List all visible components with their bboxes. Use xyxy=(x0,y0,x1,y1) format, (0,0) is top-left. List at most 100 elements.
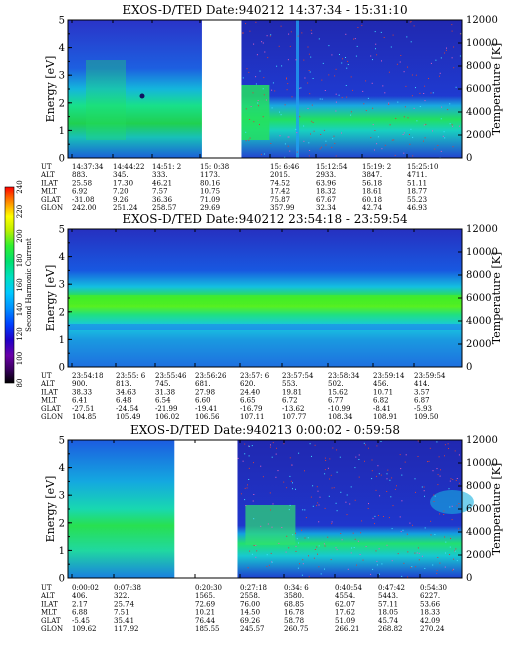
noise-dot xyxy=(267,57,269,59)
noise-dot xyxy=(445,49,447,51)
noise-dot xyxy=(365,80,367,82)
table-cell: 107.77 xyxy=(282,413,307,421)
noise-dot xyxy=(308,555,309,557)
noise-dot xyxy=(455,548,457,550)
noise-dot xyxy=(310,133,311,135)
noise-dot xyxy=(331,146,333,148)
noise-dot xyxy=(417,456,419,457)
noise-dot xyxy=(399,61,401,63)
table-cell: 19.81 xyxy=(282,388,302,396)
noise-dot xyxy=(255,76,257,78)
noise-dot xyxy=(352,89,353,91)
noise-dot xyxy=(312,485,314,487)
colorbar-tick-label: 160 xyxy=(16,278,24,291)
table-cell: 63.96 xyxy=(316,179,337,187)
noise-dot xyxy=(417,440,419,442)
noise-dot xyxy=(335,110,337,112)
colorbar-tick-label: 200 xyxy=(16,229,24,242)
noise-dot xyxy=(424,85,426,87)
noise-dot xyxy=(400,531,402,533)
noise-dot xyxy=(303,140,305,142)
noise-dot xyxy=(300,87,302,89)
row-label: GLON xyxy=(41,625,63,633)
y-right-tick-label: 10000 xyxy=(466,458,498,469)
noise-dot xyxy=(416,120,418,122)
row-label: MLT xyxy=(41,188,57,196)
noise-dot xyxy=(392,34,394,36)
noise-dot xyxy=(354,467,356,469)
noise-dot xyxy=(245,108,247,110)
y-right-tick-label: 12000 xyxy=(466,224,498,235)
noise-dot xyxy=(371,478,373,480)
noise-dot xyxy=(258,105,259,107)
noise-dot xyxy=(261,41,263,43)
noise-dot xyxy=(404,461,406,463)
noise-dot xyxy=(271,526,273,528)
table-cell: 15:19: 2 xyxy=(362,163,391,171)
noise-dot xyxy=(405,454,407,456)
noise-dot xyxy=(436,468,438,470)
noise-dot xyxy=(290,480,292,482)
noise-dot xyxy=(437,557,439,558)
table-cell: 23:57: 6 xyxy=(240,372,270,380)
table-cell: 42.74 xyxy=(362,204,383,212)
noise-dot xyxy=(279,135,281,137)
noise-dot xyxy=(376,560,378,562)
noise-dot xyxy=(350,552,352,554)
noise-dot xyxy=(304,537,306,539)
noise-dot xyxy=(259,124,260,125)
noise-dot xyxy=(250,106,252,108)
noise-dot xyxy=(319,98,321,100)
noise-dot xyxy=(248,445,250,447)
table-cell: 15:12:54 xyxy=(316,163,348,171)
noise-dot xyxy=(406,533,408,535)
spectrogram-region xyxy=(86,60,126,140)
noise-dot xyxy=(310,496,312,498)
noise-dot xyxy=(421,555,423,557)
noise-dot xyxy=(345,501,347,503)
noise-dot xyxy=(451,24,453,26)
noise-dot xyxy=(446,47,447,49)
table-cell: -27.51 xyxy=(72,405,94,413)
noise-dot xyxy=(372,568,374,570)
noise-dot xyxy=(354,38,356,40)
noise-dot xyxy=(376,564,378,566)
spectrogram-region xyxy=(296,20,299,158)
noise-dot xyxy=(384,144,386,146)
noise-dot xyxy=(359,554,361,555)
panel-title: EXOS-D/TED Date:940212 23:54:18 - 23:59:… xyxy=(122,212,408,226)
row-label: GLAT xyxy=(41,196,61,204)
y-tick-label: 1 xyxy=(59,126,65,137)
noise-dot xyxy=(301,529,303,531)
row-label: GLON xyxy=(41,204,63,212)
noise-dot xyxy=(335,93,337,95)
row-label: GLON xyxy=(41,413,63,421)
noise-dot xyxy=(452,125,454,127)
table-cell: 6.92 xyxy=(72,188,88,196)
table-cell: 23:56:26 xyxy=(195,372,227,380)
noise-dot xyxy=(437,145,439,146)
noise-dot xyxy=(453,568,455,570)
noise-dot xyxy=(433,494,435,496)
noise-dot xyxy=(415,87,416,89)
noise-dot xyxy=(370,573,372,575)
noise-dot xyxy=(377,465,379,467)
noise-dot xyxy=(356,564,357,566)
table-cell: 109.50 xyxy=(414,413,439,421)
noise-dot xyxy=(414,478,416,480)
noise-dot xyxy=(307,108,309,109)
table-cell: 2.17 xyxy=(72,600,88,608)
colorbar-tick-label: 140 xyxy=(16,303,24,316)
noise-dot xyxy=(309,150,311,151)
noise-dot xyxy=(286,78,287,80)
noise-dot xyxy=(311,32,313,34)
noise-dot xyxy=(312,122,314,123)
noise-dot xyxy=(331,523,333,525)
table-cell: -5.93 xyxy=(414,405,432,413)
table-cell: 0:40:54 xyxy=(335,584,363,592)
noise-dot xyxy=(257,100,259,101)
noise-dot xyxy=(270,34,272,36)
table-cell: 117.92 xyxy=(114,625,139,633)
noise-dot xyxy=(308,142,310,144)
noise-dot xyxy=(240,493,242,495)
